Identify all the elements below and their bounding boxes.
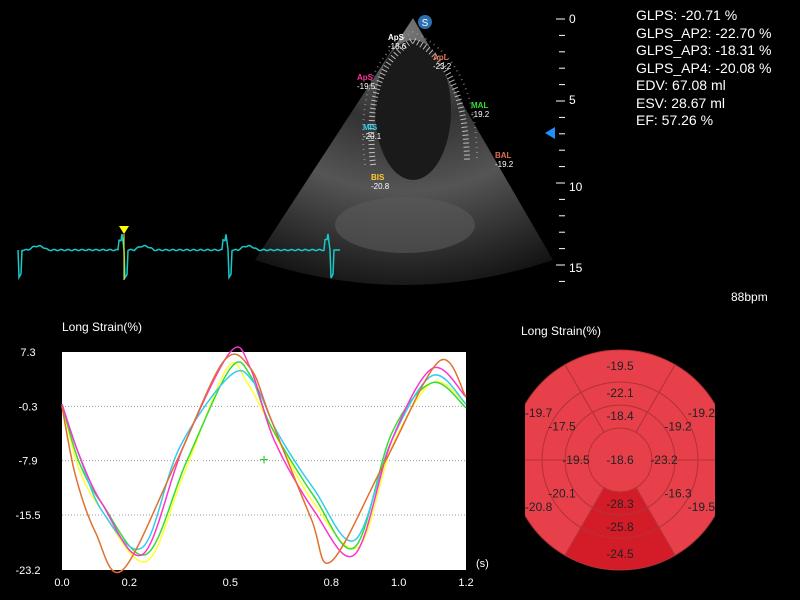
segment-marker-name: MIS: [363, 123, 378, 132]
ecg-trace: [17, 226, 340, 281]
bullseye-segment-value: -17.5: [548, 420, 576, 434]
strain-curve-chart[interactable]: 7.3 -0.3 -7.9 -15.5 -23.2 0.0 0.2 0.5 0.8 1.0 1.2…: [0, 340, 500, 600]
bullseye-segment-value: -18.6: [606, 453, 634, 467]
bullseye-segment-value: -19.2: [688, 406, 715, 420]
ventricle-cavity: [375, 40, 451, 180]
atrium-region: [335, 197, 475, 253]
x-axis-unit: (s): [476, 558, 489, 570]
strain-metrics-panel: GLPS: -20.71 % GLPS_AP2: -22.70 % GLPS_A…: [636, 7, 771, 130]
x-tick-label: 0.0: [54, 577, 69, 589]
segment-marker-name: ApS: [388, 33, 405, 42]
segment-marker-name: BIS: [371, 173, 385, 182]
y-tick-label: 7.3: [20, 347, 35, 359]
segment-marker-name: ApS: [357, 73, 374, 82]
ecg-waveform: [17, 233, 340, 281]
segment-marker-value: -18.6: [388, 42, 407, 51]
bullseye-segment[interactable]: [658, 364, 715, 461]
segment-marker-value: -19.2: [495, 160, 514, 169]
y-tick-label: -15.5: [15, 510, 40, 522]
bullseye-segment-value: -28.3: [606, 497, 634, 511]
bullseye-title: Long Strain(%): [521, 324, 602, 338]
ultrasound-image[interactable]: S ApS-18.6ApL-23.2ApS-19.5MAL-19.2MIS-20…: [255, 10, 555, 295]
lv-contour-outer: [362, 30, 478, 166]
strain-curve-title: Long Strain(%): [62, 320, 143, 334]
strain-series-line[interactable]: [61, 353, 467, 574]
lv-contour: [368, 36, 470, 166]
depth-label: 5: [569, 93, 576, 107]
bullseye-segment-value: -19.5: [606, 359, 634, 373]
depth-label: 0: [569, 12, 576, 26]
metric-glps-ap3: GLPS_AP3: -18.31 %: [636, 42, 772, 58]
metric-glps-ap2: GLPS_AP2: -22.70 %: [636, 24, 772, 41]
focus-marker-icon[interactable]: [545, 127, 555, 139]
bullseye-segment-value: -25.8: [606, 520, 634, 534]
depth-label: 15: [569, 261, 583, 275]
bullseye-segment-value: -20.1: [548, 487, 576, 501]
x-tick-label: 1.0: [391, 577, 406, 589]
depth-ticks: [556, 18, 565, 282]
bullseye-segment-value: -20.8: [525, 500, 553, 514]
ultrasound-badge-text: S: [422, 18, 429, 29]
strain-series-line[interactable]: [61, 386, 467, 556]
segment-marker-name: BAL: [495, 151, 512, 160]
metric-esv: ESV: 28.67 ml: [636, 94, 725, 111]
bullseye-segment-value: -19.2: [664, 420, 692, 434]
bullseye-segment[interactable]: [525, 364, 582, 461]
metric-ef: EF: 57.26 %: [636, 112, 714, 128]
x-tick-label: 0.8: [324, 577, 339, 589]
grid: [62, 405, 466, 516]
segment-marker-value: -19.2: [471, 110, 490, 119]
x-tick-label: 0.2: [122, 577, 137, 589]
bullseye-segment[interactable]: [525, 459, 582, 556]
bullseye-plot[interactable]: -19.5 -22.1 -18.4 -19.7-17.5 -19.2-19.2 -19.5…: [525, 340, 715, 600]
bullseye-segment-value: -18.4: [606, 409, 634, 423]
segment-marker-value: -19.5: [357, 82, 376, 91]
bullseye-segment-value: -19.5: [688, 500, 715, 514]
segment-marker-value: -20.1: [363, 132, 382, 141]
bullseye-segment-value: -24.5: [606, 547, 634, 561]
depth-scale: 0 5 10 15: [545, 5, 585, 295]
bullseye-segment-value: -22.1: [606, 386, 634, 400]
y-tick-label: -0.3: [19, 401, 38, 413]
x-tick-label: 0.5: [223, 577, 238, 589]
segment-marker-value: -20.8: [371, 182, 390, 191]
metric-glps: GLPS: -20.71 %: [636, 7, 738, 23]
y-tick-label: -23.2: [15, 565, 40, 577]
y-tick-label: -7.9: [19, 456, 38, 468]
x-tick-label: 1.2: [458, 577, 473, 589]
depth-label: 10: [569, 180, 583, 194]
bullseye-segment-value: -19.5: [562, 453, 590, 467]
bullseye-segment-value: -19.7: [525, 406, 553, 420]
bullseye-segment-value: -16.3: [664, 487, 692, 501]
segment-marker-name: MAL: [471, 101, 488, 110]
bullseye-segment-value: -23.2: [650, 453, 678, 467]
ecg-marker-icon[interactable]: [119, 226, 129, 234]
chart-annotation: +: [259, 452, 268, 469]
heart-rate: 88bpm: [731, 290, 768, 304]
metric-edv: EDV: 67.08 ml: [636, 77, 726, 93]
metric-glps-ap4: GLPS_AP4: -20.08 %: [636, 59, 772, 76]
segment-marker-value: -23.2: [433, 62, 452, 71]
segment-marker-name: ApL: [433, 53, 449, 62]
ultrasound-badge[interactable]: [418, 15, 432, 29]
